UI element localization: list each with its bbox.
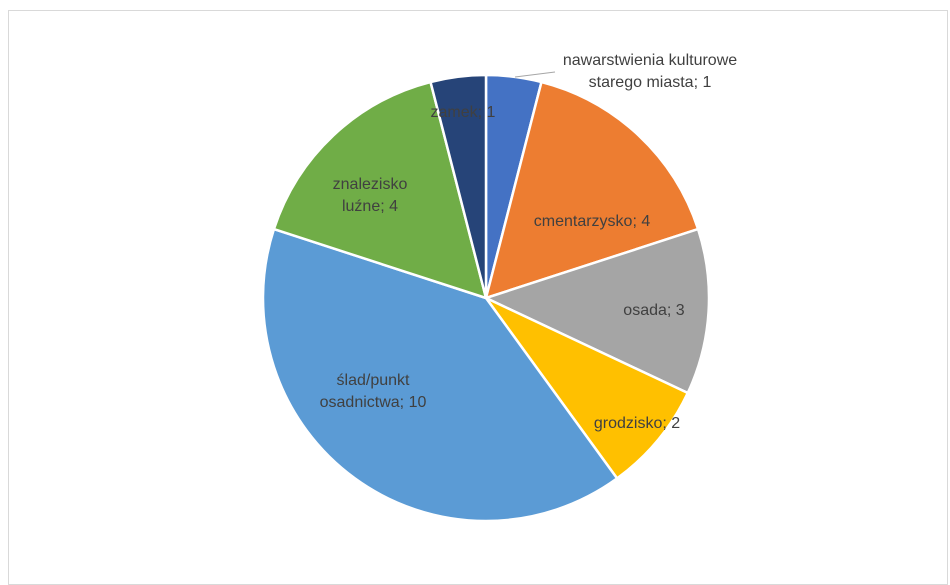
- pie-slice: [484, 296, 690, 481]
- data-label: cmentarzysko; 4: [533, 213, 651, 230]
- pie-slice: [272, 80, 488, 300]
- data-label: grodzisko; 2: [593, 415, 681, 432]
- pie-slice: [484, 80, 700, 300]
- data-label: zamek; 1: [430, 104, 496, 121]
- pie-slice: [429, 73, 488, 299]
- pie-slice: [261, 227, 619, 523]
- data-label: nawarstwienia kulturowe starego miasta; …: [562, 52, 738, 91]
- data-label: osada; 3: [623, 302, 685, 319]
- pie-slice: [482, 227, 711, 395]
- data-label: ślad/punkt osadnictwa; 10: [319, 372, 427, 411]
- leader-line: [514, 71, 556, 78]
- data-label: znalezisko luźne; 4: [332, 176, 408, 215]
